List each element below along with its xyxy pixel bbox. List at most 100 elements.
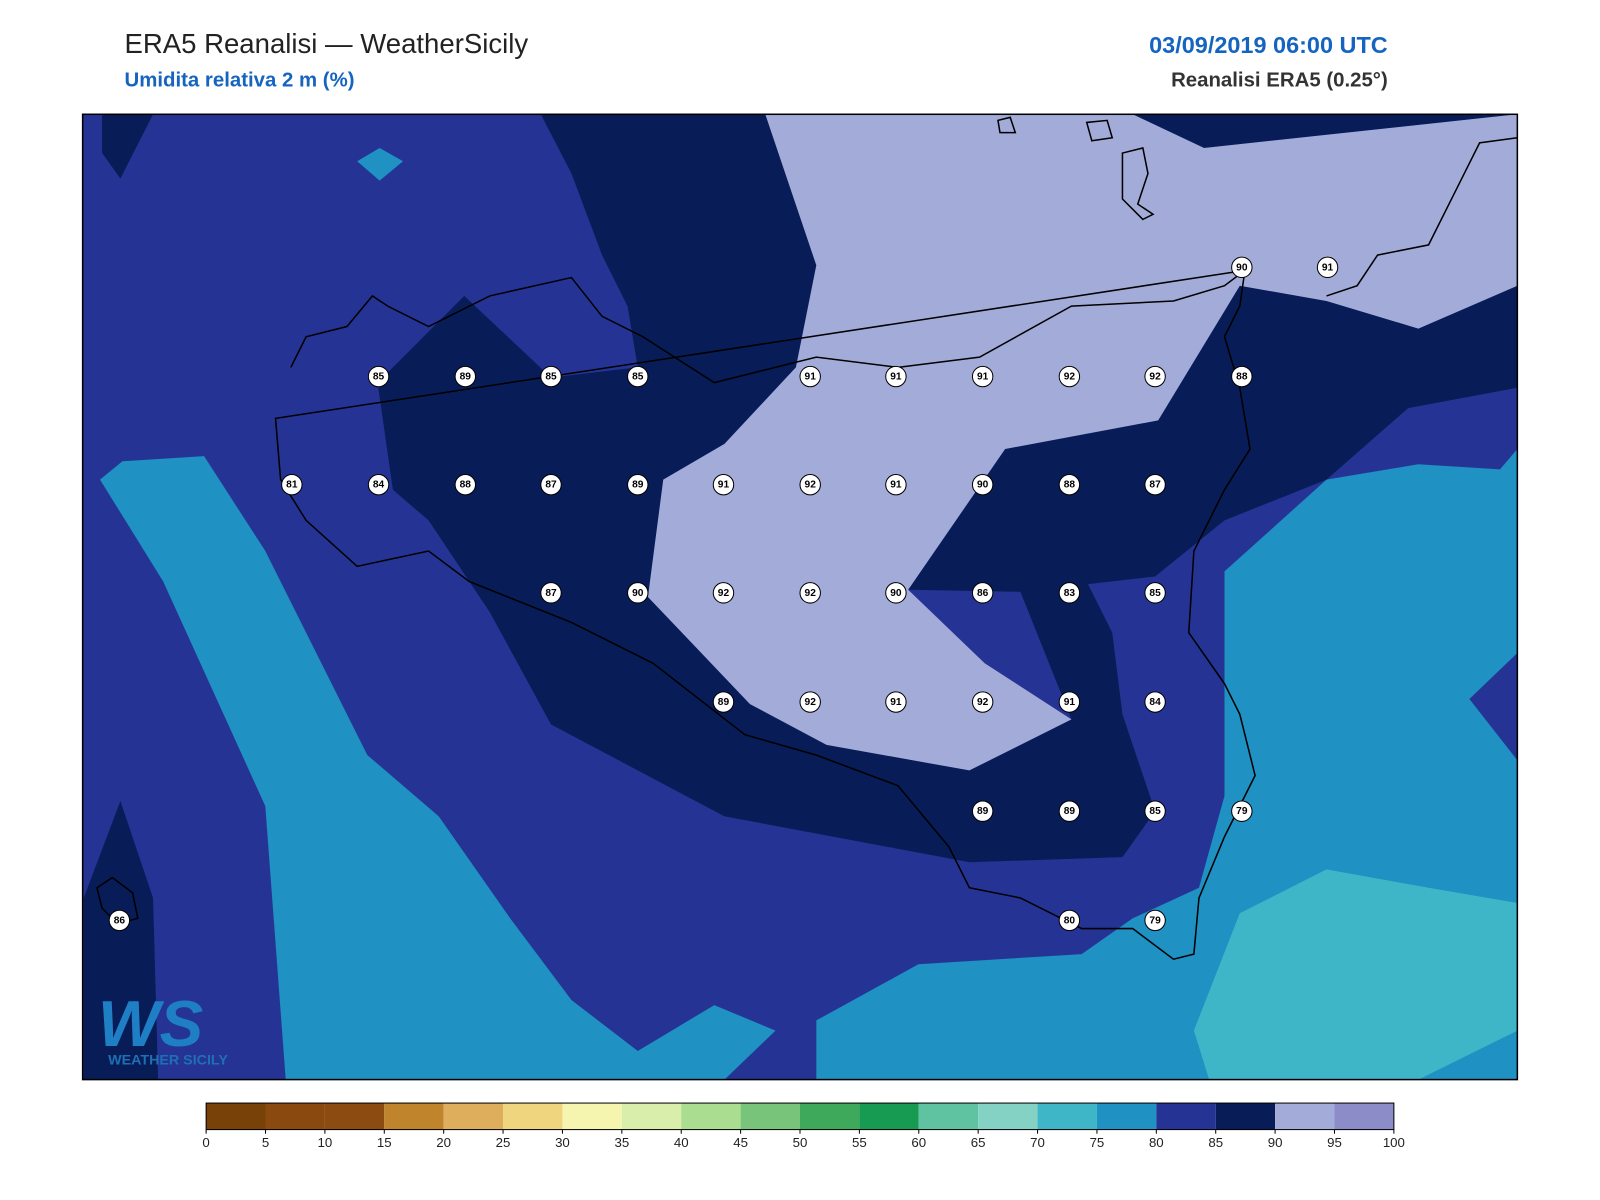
station-marker: [367, 365, 390, 388]
colorbar-swatch: [740, 1103, 800, 1130]
station-value: 79: [1149, 915, 1161, 926]
colorbar-tick-label: 60: [911, 1135, 926, 1150]
station-marker: [1144, 800, 1166, 822]
station-marker: [108, 909, 131, 932]
station-value: 91: [718, 480, 730, 491]
colorbar-swatch: [1156, 1103, 1216, 1130]
station: 85: [1144, 582, 1166, 604]
station-value: 92: [805, 697, 817, 708]
source: Reanalisi ERA5 (0.25°): [1171, 70, 1388, 92]
colorbar-tick-label: 85: [1208, 1135, 1223, 1150]
station-marker: [1231, 365, 1253, 388]
colorbar-swatch: [978, 1103, 1038, 1130]
colorbar-tick-label: 100: [1383, 1135, 1405, 1150]
station: 91: [712, 473, 735, 496]
station-value: 86: [114, 915, 126, 926]
station: 92: [799, 582, 821, 604]
station: 81: [281, 473, 303, 496]
colorbar-tick-label: 40: [674, 1135, 689, 1150]
station: 87: [540, 473, 562, 496]
colorbar-tick-label: 70: [1030, 1135, 1045, 1150]
station: 89: [1058, 800, 1081, 822]
station: 90: [1231, 256, 1253, 279]
station-marker: [540, 582, 562, 604]
station-value: 79: [1236, 806, 1248, 817]
coastline: [274, 269, 1256, 961]
station: 91: [885, 473, 907, 496]
colorbar-swatch: [443, 1103, 504, 1130]
station-value: 92: [1064, 372, 1076, 383]
station-marker: [540, 473, 562, 496]
station-value: 85: [1149, 806, 1161, 817]
station: 91: [971, 365, 994, 388]
station: 91: [885, 365, 907, 388]
station-marker: [799, 691, 821, 713]
station-value: 91: [890, 697, 902, 708]
colorbar-tick-label: 20: [436, 1135, 451, 1150]
colorbar-tick-label: 90: [1268, 1135, 1283, 1150]
contour-fill: [908, 285, 1518, 592]
colorbar-tick-label: 35: [614, 1135, 629, 1150]
station-marker: [712, 473, 735, 496]
station-value: 90: [632, 588, 644, 599]
station-marker: [540, 365, 562, 388]
colorbar-swatch: [621, 1103, 682, 1130]
colorbar-tick-label: 45: [733, 1135, 748, 1150]
station-marker: [971, 582, 994, 604]
station-value: 90: [890, 588, 902, 599]
contour-fill: [83, 801, 159, 1080]
colorbar-tick-label: 55: [852, 1135, 867, 1150]
station-value: 87: [545, 588, 557, 599]
station-marker: [971, 365, 994, 388]
station: 90: [627, 582, 649, 604]
station: 86: [971, 582, 994, 604]
station-marker: [1144, 582, 1166, 604]
contour-fill: [377, 114, 1156, 863]
station: 90: [885, 582, 907, 604]
colorbar-swatch: [384, 1103, 444, 1130]
station-value: 89: [632, 480, 644, 491]
station-value: 91: [805, 372, 817, 383]
station: 88: [1231, 365, 1253, 388]
station-marker: [1231, 800, 1253, 822]
station: 85: [367, 365, 390, 388]
subtitle: Umidita relativa 2 m (%): [124, 70, 354, 92]
station-marker: [971, 473, 994, 496]
station-marker: [971, 691, 994, 713]
colorbar: 0 5 10 15 20 25 30 35 40 45 50 55 60 65 70 75 80 85 90 95 10…: [202, 1102, 1405, 1150]
contour-fill: [1132, 114, 1518, 148]
station-marker: [627, 473, 649, 496]
station-marker: [885, 473, 907, 496]
station-marker: [367, 473, 390, 496]
station-marker: [1058, 473, 1081, 496]
station-value: 85: [632, 372, 644, 383]
station-marker: [627, 582, 649, 604]
station: 91: [1058, 691, 1081, 713]
station: 80: [1058, 909, 1081, 932]
station: 91: [885, 691, 907, 713]
station-value: 91: [977, 372, 989, 383]
station-marker: [885, 582, 907, 604]
colorbar-swatch: [918, 1103, 979, 1130]
station: 79: [1231, 800, 1253, 822]
colorbar-swatch: [1096, 1103, 1157, 1130]
island: [96, 876, 139, 925]
station-value: 87: [1149, 480, 1161, 491]
colorbar-swatch: [206, 1103, 266, 1130]
station: 92: [712, 582, 735, 604]
station-value: 91: [890, 480, 902, 491]
station: 89: [627, 473, 649, 496]
logo-text: WEATHER SICILY: [108, 1052, 228, 1068]
colorbar-swatch: [1334, 1103, 1394, 1130]
colorbar-tick-label: 25: [496, 1135, 511, 1150]
station-marker: [1058, 365, 1081, 388]
colorbar-swatch: [1275, 1103, 1335, 1130]
colorbar-tick-label: 50: [793, 1135, 808, 1150]
station: 92: [971, 691, 994, 713]
station: 83: [1058, 582, 1081, 604]
station-value: 89: [977, 806, 989, 817]
station: 89: [712, 691, 735, 713]
station: 91: [1316, 256, 1339, 279]
logo: WS WEATHER SICILY: [98, 987, 228, 1068]
